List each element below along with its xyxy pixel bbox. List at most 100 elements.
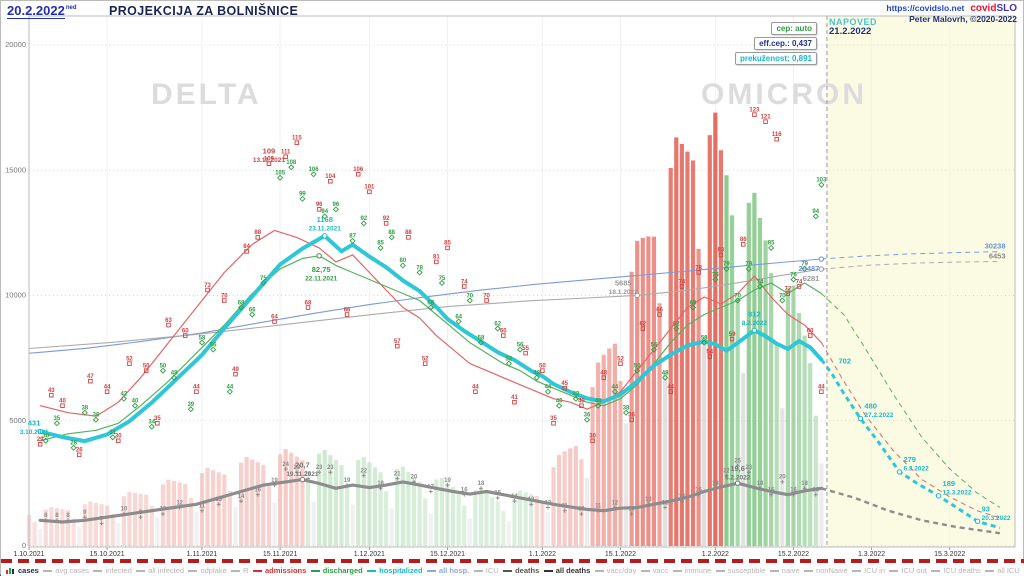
svg-text:21: 21 [394, 471, 401, 477]
svg-text:15: 15 [494, 491, 501, 497]
legend-label: all ICU [997, 566, 1020, 575]
svg-text:35: 35 [154, 416, 161, 422]
svg-text:17: 17 [427, 484, 434, 490]
svg-text:9: 9 [83, 510, 87, 516]
svg-text:44: 44 [818, 384, 825, 390]
legend-item-deaths[interactable]: deaths [503, 566, 539, 575]
series-dash-icon [473, 569, 483, 572]
svg-text:40: 40 [595, 399, 602, 405]
svg-text:73: 73 [204, 283, 211, 289]
svg-text:23: 23 [745, 465, 752, 471]
svg-text:70: 70 [466, 293, 473, 299]
legend-item-all-hosp-[interactable]: all hosp. [426, 566, 470, 575]
svg-text:28: 28 [70, 441, 77, 447]
param-cep[interactable]: cep: auto [771, 22, 817, 35]
cases-bars [26, 112, 824, 547]
svg-text:96: 96 [333, 202, 340, 208]
legend-item-naive[interactable]: naive [769, 566, 800, 575]
legend-item-vacc[interactable]: vacc [640, 566, 668, 575]
legend-item-all-infected[interactable]: all infected [136, 566, 184, 575]
svg-text:26: 26 [76, 448, 83, 454]
svg-text:10: 10 [121, 507, 128, 513]
svg-text:20: 20 [411, 475, 418, 481]
legend-label: all hosp. [438, 566, 470, 575]
legend-item-all-deaths[interactable]: all deaths [543, 566, 590, 575]
series-dash-icon [594, 569, 604, 572]
svg-text:79: 79 [745, 262, 752, 268]
legend-item-immune[interactable]: immune [672, 566, 712, 575]
legend-item-infected[interactable]: infected [93, 566, 132, 575]
legend-item-icu[interactable]: ICU [473, 566, 499, 575]
series-dash-icon [985, 569, 995, 572]
legend-item-icu-deaths[interactable]: ICU deaths [931, 566, 981, 575]
param-eff-cep[interactable]: eff.cep.: 0,437 [754, 37, 817, 50]
legend-item-susceptible[interactable]: susceptible [715, 566, 765, 575]
series-deaths-avg [38, 478, 1001, 535]
svg-text:43: 43 [48, 388, 55, 394]
svg-text:106: 106 [309, 167, 320, 173]
svg-text:50: 50 [634, 363, 641, 369]
legend-item-icu-in[interactable]: ICU in [852, 566, 885, 575]
svg-text:62: 62 [673, 321, 680, 327]
svg-text:40: 40 [132, 399, 139, 405]
svg-text:31: 31 [109, 430, 116, 436]
series-dash-icon [543, 569, 553, 572]
legend-item-cases[interactable]: cases [6, 566, 39, 575]
legend-label: naive [781, 566, 800, 575]
svg-text:36: 36 [93, 413, 100, 419]
svg-text:85: 85 [768, 241, 775, 247]
header-left: 20.2.2022ned PROJEKCIJA ZA BOLNIŠNICE [7, 2, 298, 20]
svg-text:84: 84 [243, 244, 250, 250]
series-dash-icon [367, 569, 377, 572]
forecast-label: NAPOVED 21.2.2022 [829, 17, 877, 37]
legend-item-admissions[interactable]: admissions [253, 566, 306, 575]
legend-item-vacc-day[interactable]: vacc/day [594, 566, 637, 575]
legend-label: immune [684, 566, 712, 575]
legend-item-r[interactable]: R [231, 566, 249, 575]
svg-text:16: 16 [695, 487, 702, 493]
svg-text:87: 87 [349, 234, 356, 240]
svg-text:62: 62 [639, 321, 646, 327]
svg-text:52: 52 [617, 356, 624, 362]
legend-label: ICU out [901, 566, 927, 575]
svg-text:8.2.2022: 8.2.2022 [742, 320, 768, 327]
svg-text:19: 19 [344, 478, 351, 484]
svg-text:30238: 30238 [985, 242, 1006, 251]
parameter-boxes: cep: auto eff.cep.: 0,437 prekuženost: 0… [734, 22, 817, 67]
legend-label: vacc/day [606, 566, 637, 575]
svg-text:109: 109 [264, 157, 275, 163]
svg-text:30: 30 [589, 434, 596, 440]
svg-text:29487: 29487 [799, 264, 820, 273]
legend-item-hospitalized[interactable]: hospitalized [367, 566, 422, 575]
param-prekuzenost[interactable]: prekuženost: 0,891 [734, 52, 817, 65]
series-dash-icon [852, 569, 862, 572]
legend-item-nonnaive[interactable]: nonNaive [804, 566, 848, 575]
legend-label: avg.cases [55, 566, 90, 575]
svg-text:6.3.2022: 6.3.2022 [903, 465, 929, 472]
legend-item-all-icu[interactable]: all ICU [985, 566, 1020, 575]
svg-text:30: 30 [115, 434, 122, 440]
svg-text:15.1.2022: 15.1.2022 [605, 551, 636, 558]
svg-text:44: 44 [612, 384, 619, 390]
legend-item-avg-cases[interactable]: avg.cases [43, 566, 89, 575]
legend-item-icu-out[interactable]: ICU out [889, 566, 927, 575]
svg-text:0: 0 [22, 541, 26, 550]
svg-text:78: 78 [695, 265, 702, 271]
legend-item-discharged[interactable]: discharged [310, 566, 363, 575]
legend-item-odplake[interactable]: odplake [188, 566, 227, 575]
svg-text:45: 45 [561, 381, 568, 387]
svg-text:23: 23 [327, 465, 334, 471]
svg-text:35: 35 [54, 416, 61, 422]
svg-text:111: 111 [281, 150, 291, 156]
svg-text:108: 108 [286, 160, 297, 166]
svg-text:22: 22 [360, 468, 367, 474]
site-link[interactable]: https://covidslo.net [886, 3, 965, 13]
svg-text:34: 34 [148, 420, 155, 426]
svg-text:52: 52 [126, 356, 133, 362]
svg-text:22: 22 [723, 468, 730, 474]
svg-text:431: 431 [28, 419, 41, 428]
svg-text:70: 70 [779, 293, 786, 299]
svg-text:48: 48 [662, 370, 669, 376]
svg-text:40: 40 [59, 399, 66, 405]
svg-text:12: 12 [176, 500, 183, 506]
